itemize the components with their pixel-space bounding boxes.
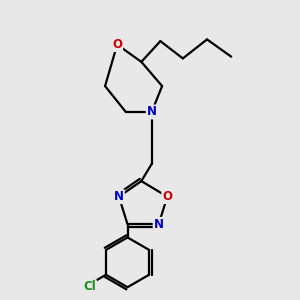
- Text: O: O: [112, 38, 122, 51]
- Text: N: N: [154, 218, 164, 231]
- Text: N: N: [114, 190, 124, 203]
- Text: Cl: Cl: [83, 280, 96, 293]
- Text: O: O: [162, 190, 172, 203]
- Text: N: N: [147, 106, 157, 118]
